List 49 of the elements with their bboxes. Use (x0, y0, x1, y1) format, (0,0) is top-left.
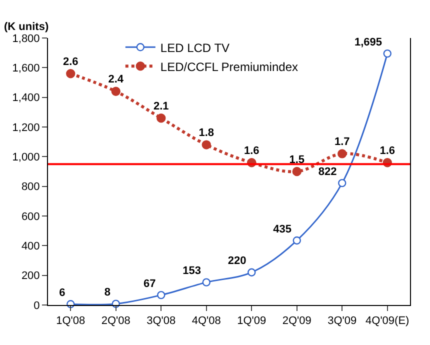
x-tick-label: 2Q'08 (101, 315, 130, 328)
x-tick-label: 2Q'09 (282, 315, 312, 328)
point (156, 114, 166, 123)
point (157, 290, 166, 300)
y-tick-label: 0 (34, 300, 40, 312)
point (111, 86, 120, 96)
data-label: 1.8 (198, 127, 214, 140)
x-tick-label: 4Q'08 (192, 315, 221, 328)
x-tick-label: 3Q'08 (146, 315, 176, 328)
legend-label: LED LCD TV (160, 40, 230, 55)
data-label: 1.7 (334, 136, 350, 148)
data-label: 1.6 (380, 144, 396, 157)
point (202, 278, 210, 286)
y-tick-label: 1,800 (12, 32, 40, 45)
point (248, 268, 256, 276)
y-tick-label: 800 (21, 181, 40, 194)
y-tick-label: 1,000 (12, 152, 40, 164)
y-tick-label: 1,400 (12, 92, 40, 104)
y-axis-title: (K units) (4, 21, 49, 33)
y-tick-label: 600 (21, 210, 40, 223)
data-label: 435 (273, 223, 292, 236)
point (292, 166, 302, 176)
y-tick-label: 200 (21, 270, 40, 282)
point (292, 236, 301, 245)
x-tick-label: 1Q'08 (56, 315, 86, 328)
data-label: 6 (59, 286, 66, 299)
x-tick-label: 1Q'09 (237, 315, 266, 328)
point (202, 140, 211, 150)
point (66, 69, 76, 78)
data-label: 220 (228, 255, 246, 268)
data-label: 67 (144, 278, 156, 290)
data-label: 2.6 (62, 56, 78, 68)
data-label: 1,695 (354, 36, 382, 48)
data-label: 153 (182, 265, 202, 278)
data-label: 822 (318, 166, 337, 178)
data-label: 2.4 (108, 74, 124, 86)
y-tick-label: 400 (21, 240, 40, 253)
y-tick-label: 1,200 (12, 122, 40, 134)
point (338, 178, 346, 188)
x-tick-label: 4Q'09(E) (366, 315, 410, 328)
y-tick-label: 1,600 (12, 62, 40, 75)
x-tick-label: 3Q'09 (328, 315, 357, 328)
point (338, 149, 347, 158)
data-label: 2.1 (153, 100, 169, 112)
point (383, 49, 392, 58)
data-label: 8 (104, 286, 111, 299)
data-label: 1.6 (244, 144, 260, 157)
legend-label: LED/CCFL Premiumindex (160, 60, 298, 74)
data-label: 1.5 (289, 154, 305, 166)
